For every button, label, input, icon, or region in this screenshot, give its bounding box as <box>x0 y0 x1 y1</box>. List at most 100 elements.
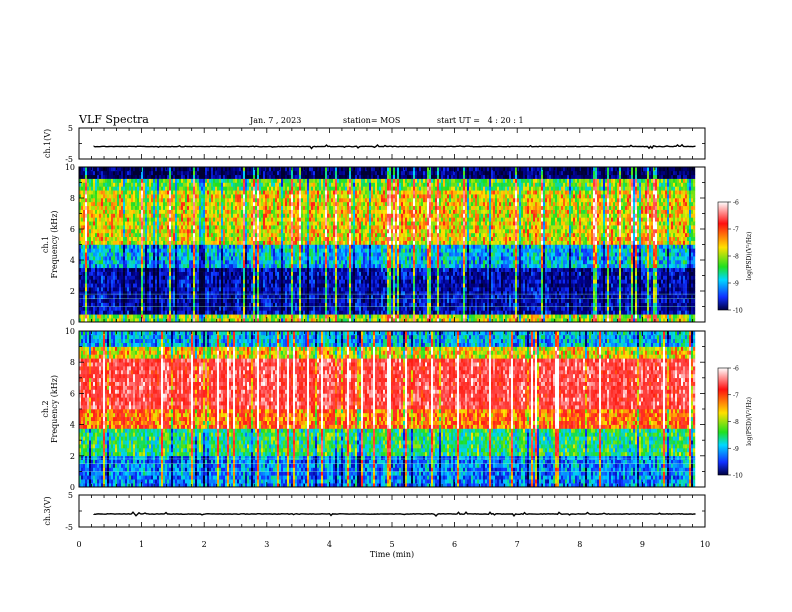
ch1-spec-cell <box>139 171 141 175</box>
ch1-spec-cell <box>143 241 145 245</box>
ch1-spec-cell <box>95 171 97 175</box>
ch1-spec-cell <box>151 190 153 194</box>
ch1-spec-cell <box>121 183 123 187</box>
ch1-spec-cell <box>153 307 155 311</box>
ch1-spec-cell <box>111 279 113 283</box>
ch1-spec-cell <box>129 217 131 221</box>
ch1-spec-cell <box>147 225 149 229</box>
ch1-spec-cell <box>101 229 103 233</box>
ch1-spec-cell <box>121 276 123 280</box>
ch1-spec-cell <box>119 256 121 260</box>
ch1-spec-cell <box>143 248 145 252</box>
ch1-spec-cell <box>95 272 97 276</box>
ch1-spec-cell <box>141 283 143 287</box>
ch1-spec-cell <box>85 291 87 295</box>
ch1-spec-cell <box>101 171 103 175</box>
ch1-spec-cell <box>135 198 137 202</box>
ch1-spec-cell <box>141 233 143 237</box>
ch1-spec-cell <box>131 279 133 283</box>
ch1-spec-cell <box>99 241 101 245</box>
ch1-spec-cell <box>137 237 139 241</box>
ch1-spec-cell <box>151 248 153 252</box>
ch1-spec-cell <box>139 229 141 233</box>
ch1-spec-cell <box>81 307 83 311</box>
ch1-spec-cell <box>105 167 107 171</box>
ch1-spec-cell <box>87 233 89 237</box>
ch1-spec-cell <box>83 307 85 311</box>
ch1-spec-cell <box>143 291 145 295</box>
ch1-spec-cell <box>85 295 87 299</box>
ch1-spec-cell <box>125 272 127 276</box>
ch1-spec-cell <box>129 283 131 287</box>
ch1-spec-cell <box>129 310 131 314</box>
ch1-spec-cell <box>95 299 97 303</box>
ch1-spec-cell <box>129 229 131 233</box>
ch1-spec-cell <box>129 287 131 291</box>
ch1-spec-cell <box>127 307 129 311</box>
ch1-spec-cell <box>101 310 103 314</box>
ch1-spec-cell <box>91 299 93 303</box>
ch1-spec-cell <box>91 287 93 291</box>
ch1-spec-cell <box>87 287 89 291</box>
ch1-spec-cell <box>151 314 153 318</box>
ch1-spec-cell <box>81 248 83 252</box>
ch1-spec-cell <box>83 314 85 318</box>
ch1-spec-cell <box>125 206 127 210</box>
ch1-spec-cell <box>123 310 125 314</box>
ch1-spec-cell <box>115 303 117 307</box>
ch1-spec-cell <box>139 295 141 299</box>
ch1-spec-cell <box>87 186 89 190</box>
ch1-spec-cell <box>123 291 125 295</box>
ch1-spec-cell <box>107 307 109 311</box>
ch1-spec-cell <box>87 229 89 233</box>
ch1-spec-cell <box>85 264 87 268</box>
ch1-spec-cell <box>133 167 135 171</box>
ch1-spec-cells <box>79 167 695 322</box>
ch1-spec-cell <box>125 279 127 283</box>
ch1-spec-cell <box>129 264 131 268</box>
ch1-spec-cell <box>131 276 133 280</box>
ch1-spec-cell <box>123 214 125 218</box>
ch1-spec-cell <box>123 256 125 260</box>
ch1-spec-cell <box>141 183 143 187</box>
ch1-spec-cell <box>117 287 119 291</box>
ch1-spec-cell <box>117 245 119 249</box>
ch1-spec-cell <box>117 175 119 179</box>
ch1-spec-cell <box>105 303 107 307</box>
ch1-spec-cell <box>91 198 93 202</box>
ch1-spec-cell <box>107 237 109 241</box>
ch1-spec-cell <box>121 214 123 218</box>
ch1-spec-cell <box>135 291 137 295</box>
ch1-spec-cell <box>129 245 131 249</box>
ch1-spec-cell <box>141 225 143 229</box>
ch1-spec-cell <box>119 279 121 283</box>
ch1-spec-cell <box>137 221 139 225</box>
ch1-spec-cell <box>87 276 89 280</box>
ch1-spec-cell <box>97 252 99 256</box>
ch1-spec-cell <box>141 307 143 311</box>
ch1-spec-cell <box>117 260 119 264</box>
ch1-spec-cell <box>115 229 117 233</box>
ch1-spec-cell <box>129 183 131 187</box>
ch1-spec-cell <box>91 307 93 311</box>
ch1-spec-cell <box>109 291 111 295</box>
ch1-spec-cell <box>105 175 107 179</box>
ch1-spec-cell <box>147 260 149 264</box>
ch1-spec-cell <box>83 272 85 276</box>
ch1-spec-cell <box>121 314 123 318</box>
ch1-spec-cell <box>139 221 141 225</box>
ch1-spec-cell <box>85 310 87 314</box>
ch1-spec-cell <box>141 186 143 190</box>
ch1-spec-cell <box>85 303 87 307</box>
ch1-spec-cell <box>109 183 111 187</box>
ch1-spec-cell <box>95 303 97 307</box>
ch1-spec-cell <box>117 198 119 202</box>
ch1-spec-cell <box>99 202 101 206</box>
ch1-spec-cell <box>115 217 117 221</box>
ch1-spec-cell <box>143 237 145 241</box>
ch1-spec-cell <box>111 221 113 225</box>
ch1-spec-cell <box>87 252 89 256</box>
ch1-spec-cell <box>135 167 137 171</box>
ch1-spec-cell <box>125 310 127 314</box>
ch1-spec-cell <box>131 291 133 295</box>
